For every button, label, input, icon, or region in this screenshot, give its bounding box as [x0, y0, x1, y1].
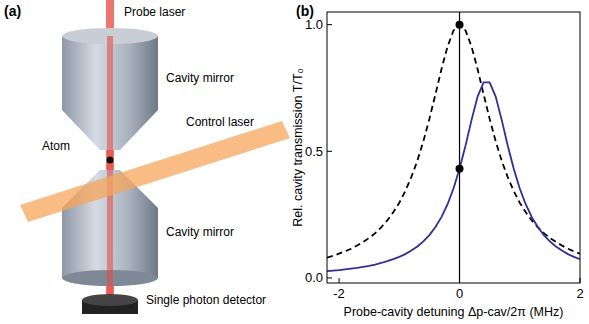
- atom: [107, 157, 114, 164]
- y-axis-title: Rel. cavity transmission T/T₀: [291, 68, 305, 226]
- frame: [327, 12, 580, 283]
- panel-label: (a): [4, 3, 21, 19]
- y-tick: [327, 151, 332, 152]
- label: Cavity mirror: [166, 71, 234, 85]
- x-tick-label: 2: [576, 286, 583, 301]
- x-tick: [459, 278, 460, 283]
- detector-top: [82, 294, 138, 306]
- control-beam: [20, 121, 290, 222]
- line: [327, 25, 580, 258]
- y-tick: [327, 277, 332, 278]
- label: Single photon detector: [146, 293, 266, 307]
- y-tick-label: 0.0: [305, 270, 323, 285]
- x-tick-label: 0: [456, 286, 463, 301]
- y-tick-label: 1.0: [305, 17, 323, 32]
- y-tick: [327, 24, 332, 25]
- x-tick: [580, 278, 581, 283]
- point: [456, 165, 464, 173]
- panel-a: (a) Probe laser Cavity mirror Control laser…: [4, 0, 290, 314]
- point: [456, 21, 464, 29]
- x-tick: [339, 278, 340, 283]
- x-tick-label: -2: [333, 286, 345, 301]
- probe-beam-inner: [107, 36, 113, 300]
- label: Control laser: [186, 115, 254, 129]
- plot-area: [327, 12, 580, 283]
- panel-b: (b)-2020.00.51.0Probe-cavity detuning Δp…: [291, 3, 584, 319]
- y-tick-label: 0.5: [305, 144, 323, 159]
- reference-line: [459, 12, 460, 283]
- line: [327, 82, 580, 271]
- figure: (a) Probe laser Cavity mirror Control laser…: [0, 0, 589, 324]
- probe-beam: [106, 0, 114, 300]
- x-axis-title: Probe-cavity detuning Δp-cav/2π (MHz): [344, 305, 564, 319]
- label: Cavity mirror: [166, 225, 234, 239]
- label: Probe laser: [124, 5, 185, 19]
- label: Atom: [42, 139, 70, 153]
